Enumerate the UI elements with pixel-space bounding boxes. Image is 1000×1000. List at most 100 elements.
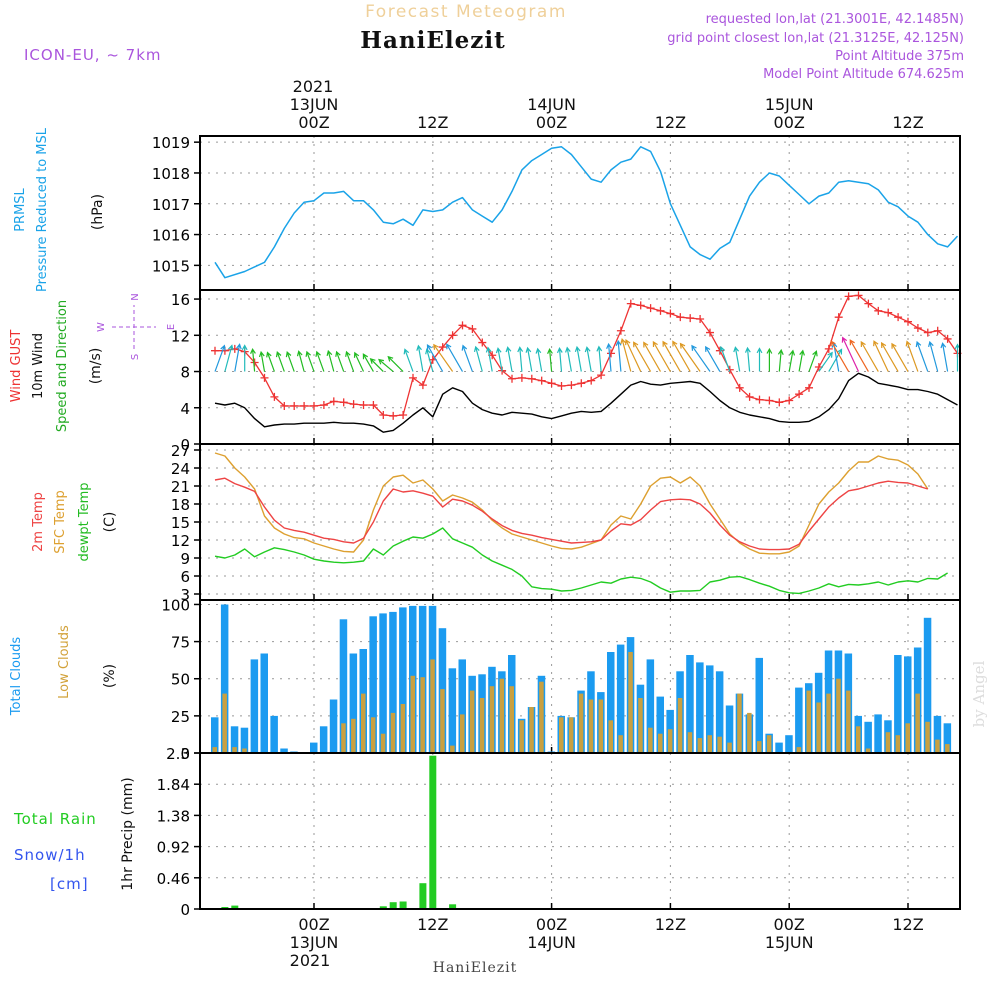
low-cloud-bar xyxy=(469,690,475,753)
wind-direction-arrow xyxy=(266,351,275,372)
low-cloud-bar xyxy=(410,675,415,753)
low-cloud-bar xyxy=(885,732,891,753)
wind-direction-arrow xyxy=(808,350,818,372)
gust-marker xyxy=(458,321,467,330)
gust-marker xyxy=(478,338,487,347)
gust-marker xyxy=(834,313,843,322)
low-cloud-bar xyxy=(460,714,465,753)
low-cloud-bar xyxy=(846,690,851,753)
low-cloud-bar xyxy=(697,738,703,753)
wind-direction-arrow xyxy=(584,346,592,372)
wind-direction-arrow xyxy=(841,336,860,372)
total-cloud-bar xyxy=(211,717,219,753)
wind-dir-label: Speed and Direction xyxy=(55,300,70,432)
temp-unit: (C) xyxy=(102,512,118,533)
low-cloud-bar xyxy=(638,698,643,753)
compass-n: N xyxy=(130,293,141,300)
y-tick-label: 1019 xyxy=(152,134,190,152)
requested-coords: requested lon,lat (21.3001E, 42.1485N) xyxy=(706,12,964,27)
wind-direction-arrow xyxy=(224,344,234,372)
low-cloud-bar xyxy=(677,698,683,753)
panel-frame xyxy=(199,135,961,291)
gust-marker xyxy=(725,365,734,374)
y-tick-label: 16 xyxy=(171,291,190,309)
low-cloud-bar xyxy=(232,747,237,753)
gust-marker xyxy=(300,401,309,410)
low-cloud-bar xyxy=(796,747,802,753)
precip-unit: 1hr Precip (mm) xyxy=(120,777,136,890)
total-cloud-bar xyxy=(319,726,328,753)
low-cloud-bar xyxy=(925,721,930,753)
wind-direction-arrow xyxy=(849,339,869,372)
wind-direction-arrow xyxy=(662,340,681,372)
total-cloud-bar xyxy=(280,748,288,753)
gust-marker xyxy=(666,309,675,318)
gust-marker xyxy=(597,371,606,380)
total-cloud-bar xyxy=(904,656,912,753)
low-cloud-bar xyxy=(420,677,425,753)
top-date-label: 15JUN xyxy=(765,95,814,114)
low-cloud-bar xyxy=(351,718,356,753)
gust-marker xyxy=(438,343,447,352)
total-cloud-bar xyxy=(270,715,278,753)
low-cloud-bar xyxy=(588,699,594,753)
y-tick-label: 21 xyxy=(171,478,190,496)
y-tick-label: 8 xyxy=(180,364,190,382)
total-cloud-bar xyxy=(310,742,318,753)
gust-marker xyxy=(310,401,318,410)
total-cloud-bar xyxy=(369,616,377,753)
gust-marker xyxy=(864,299,873,308)
gust-marker xyxy=(399,411,408,420)
y-tick-label: 12 xyxy=(171,532,190,550)
wind-direction-arrow xyxy=(643,341,662,372)
wind-direction-arrow xyxy=(326,349,335,372)
low-cloud-bar xyxy=(430,659,435,753)
gust-marker xyxy=(349,400,358,409)
rain-bar xyxy=(399,901,407,909)
low-cloud-bar xyxy=(905,723,910,753)
gust-marker xyxy=(745,392,754,401)
wind-direction-arrow xyxy=(473,345,483,372)
gust-marker xyxy=(508,374,516,383)
total-cloud-bar xyxy=(755,657,763,753)
bottom-hour-label: 12Z xyxy=(655,915,686,934)
gust-marker xyxy=(884,308,893,317)
low-cloud-bar xyxy=(509,686,514,753)
low-cloud-bar xyxy=(242,748,247,753)
gust-marker xyxy=(616,326,625,335)
bottom-hour-label: 00Z xyxy=(298,915,329,934)
low-cloud-bar xyxy=(341,723,346,753)
total-cloud-bar xyxy=(448,668,457,753)
low-cloud-bar xyxy=(766,735,772,753)
wind-direction-arrow xyxy=(416,344,424,372)
gust-marker xyxy=(696,314,705,323)
gust-marker xyxy=(418,381,427,390)
gust-marker xyxy=(646,304,655,313)
wind-direction-arrow xyxy=(705,345,721,372)
y-tick-label: 4 xyxy=(180,400,190,418)
snow-unit-label: [cm] xyxy=(50,875,89,893)
wind-direction-arrow xyxy=(744,346,751,372)
gust-marker xyxy=(270,392,279,401)
low-cloud-bar xyxy=(687,732,693,753)
total-cloud-bar xyxy=(240,727,249,753)
gust-marker xyxy=(775,398,784,407)
total-cloud-bar xyxy=(874,714,882,753)
rain-bar xyxy=(449,904,457,909)
wind-direction-arrow xyxy=(250,347,256,372)
wind-direction-arrow xyxy=(915,340,929,372)
total-cloud-bar xyxy=(379,613,387,753)
y-tick-label: 27 xyxy=(171,442,190,460)
total-cloud-bar xyxy=(260,653,268,753)
wind-direction-arrow xyxy=(766,347,773,372)
bottom-hour-label: 12Z xyxy=(892,915,923,934)
rain-bar xyxy=(419,883,427,909)
top-hour-label: 12Z xyxy=(417,113,448,132)
wind-direction-arrow xyxy=(369,358,384,372)
gust-marker xyxy=(517,373,526,382)
rain-bar xyxy=(429,755,437,909)
low-clouds-label: Low Clouds xyxy=(57,625,72,699)
top-hour-label: 00Z xyxy=(298,113,329,132)
gust-marker xyxy=(805,383,813,392)
